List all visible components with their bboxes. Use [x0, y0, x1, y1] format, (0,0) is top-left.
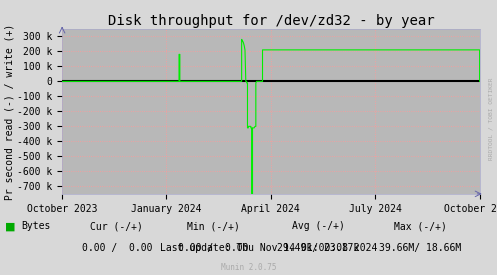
Text: 0.00 /  0.00: 0.00 / 0.00	[82, 243, 152, 253]
Text: ■: ■	[5, 221, 15, 231]
Text: Min (-/+): Min (-/+)	[187, 221, 240, 231]
Text: Cur (-/+): Cur (-/+)	[90, 221, 143, 231]
Text: Last update: Thu Nov 14 01:00:08 2024: Last update: Thu Nov 14 01:00:08 2024	[160, 243, 377, 253]
Text: 0.00 /  0.00: 0.00 / 0.00	[178, 243, 249, 253]
Text: Munin 2.0.75: Munin 2.0.75	[221, 263, 276, 272]
Text: Bytes: Bytes	[21, 221, 50, 231]
Text: RRDTOOL / TOBI OETIKER: RRDTOOL / TOBI OETIKER	[489, 77, 494, 160]
Text: 29.49k/ 23.17k: 29.49k/ 23.17k	[277, 243, 359, 253]
Text: 39.66M/ 18.66M: 39.66M/ 18.66M	[379, 243, 461, 253]
Text: Max (-/+): Max (-/+)	[394, 221, 446, 231]
Y-axis label: Pr second read (-) / write (+): Pr second read (-) / write (+)	[4, 23, 14, 199]
Title: Disk throughput for /dev/zd32 - by year: Disk throughput for /dev/zd32 - by year	[107, 14, 434, 28]
Text: Avg (-/+): Avg (-/+)	[292, 221, 344, 231]
